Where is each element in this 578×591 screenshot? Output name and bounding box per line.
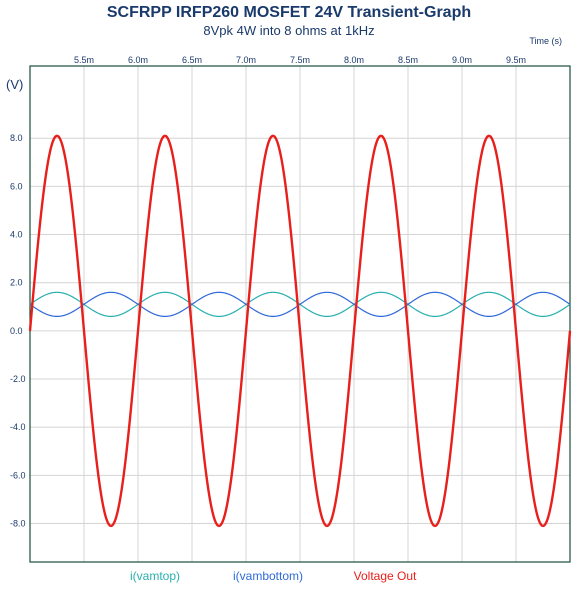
legend-item: i(vamtop): [130, 569, 180, 583]
series-lines: [28, 134, 572, 528]
x-tick-label: 8.5m: [398, 55, 418, 65]
series-line-voltage-out: [28, 134, 572, 528]
y-tick-label: -4.0: [10, 422, 26, 432]
grid: [30, 66, 570, 562]
x-tick-label: 6.0m: [128, 55, 148, 65]
legend-item: i(vambottom): [233, 569, 303, 583]
chart-subtitle: 8Vpk 4W into 8 ohms at 1kHz: [203, 23, 375, 38]
x-tick-label: 7.0m: [236, 55, 256, 65]
x-tick-label: 8.0m: [344, 55, 364, 65]
x-tick-label: 6.5m: [182, 55, 202, 65]
y-axis-label: (V): [6, 77, 23, 92]
y-tick-labels: 8.0 6.0 4.0 2.0 0.0 -2.0 -4.0 -6.0 -8.0: [10, 133, 26, 528]
series-line-i-vambottom: [29, 291, 571, 318]
legend-item: Voltage Out: [354, 569, 417, 583]
plot-frame: [29, 65, 571, 563]
y-tick-label: 6.0: [10, 181, 23, 191]
y-tick-label: -6.0: [10, 470, 26, 480]
x-tick-label: 9.0m: [452, 55, 472, 65]
legend: i(vamtop) i(vambottom) Voltage Out: [130, 569, 417, 583]
y-tick-label: -8.0: [10, 518, 26, 528]
y-tick-label: 4.0: [10, 230, 23, 240]
y-tick-label: -2.0: [10, 374, 26, 384]
x-tick-label: 9.5m: [506, 55, 526, 65]
x-tick-label: 5.5m: [74, 55, 94, 65]
y-tick-label: 0.0: [10, 326, 23, 336]
y-tick-label: 8.0: [10, 133, 23, 143]
chart-title: SCFRPP IRFP260 MOSFET 24V Transient-Grap…: [106, 4, 472, 21]
x-axis-label: Time (s): [529, 36, 562, 46]
x-tick-labels: 5.5m 6.0m 6.5m 7.0m 7.5m 8.0m 8.5m 9.0m 9.5m: [74, 55, 526, 65]
x-tick-label: 7.5m: [290, 55, 310, 65]
y-tick-label: 2.0: [10, 278, 23, 288]
